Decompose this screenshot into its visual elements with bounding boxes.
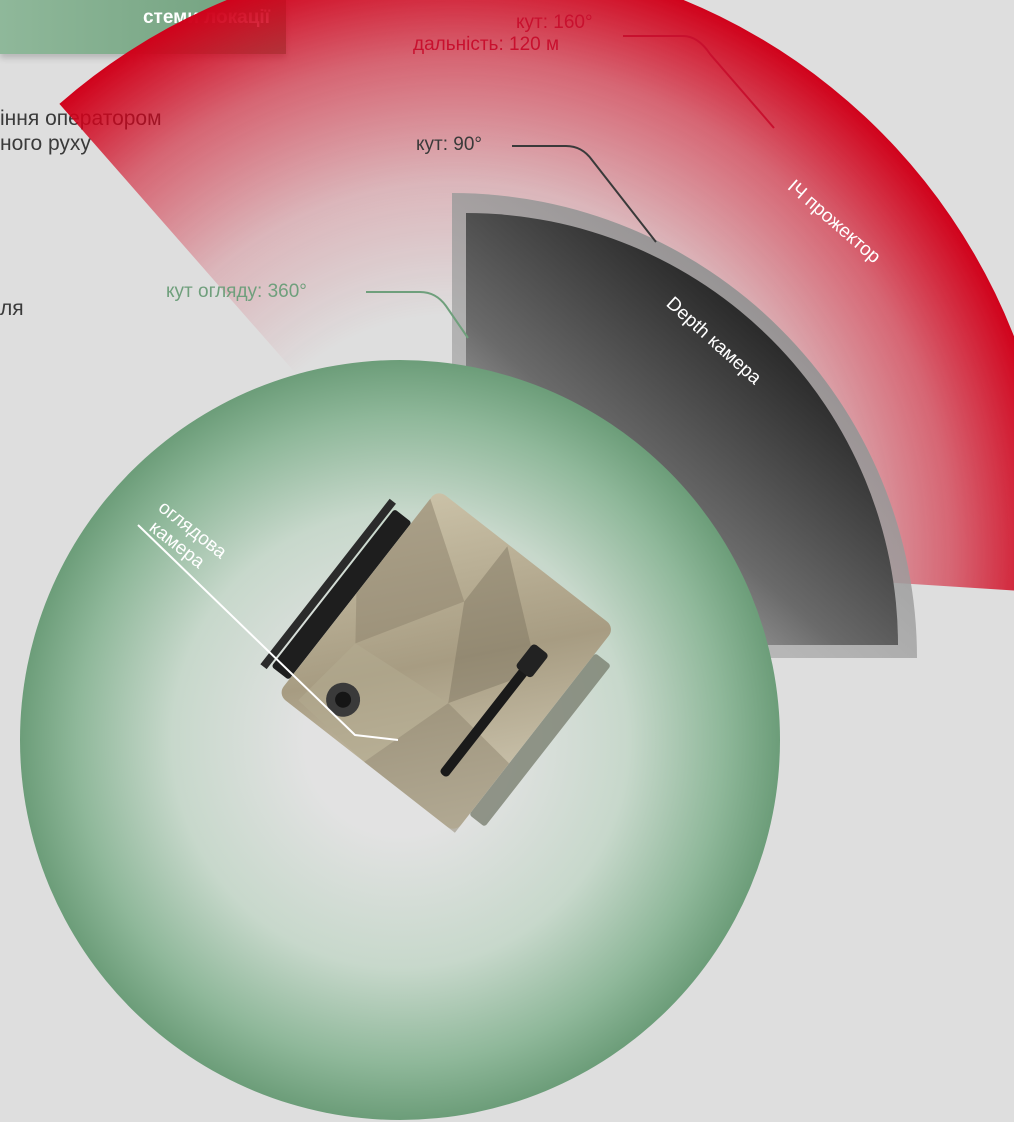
overview-camera-leader-line <box>137 524 399 741</box>
overview-angle-leader-line <box>366 291 469 339</box>
overview-camera-angle-label: кут огляду: 360° <box>166 281 307 302</box>
ir-projector-leader-line <box>623 35 775 129</box>
ir-projector-angle-label: кут: 160° <box>516 12 593 33</box>
ir-projector-range-label: дальність: 120 м <box>413 34 560 55</box>
body-text-line-3: ля <box>0 297 24 320</box>
body-text-line-2: ного руху <box>0 132 91 155</box>
robot-topview-icon <box>260 493 611 833</box>
depth-camera-angle-label: кут: 90° <box>416 134 483 155</box>
depth-camera-leader-line <box>512 145 657 243</box>
